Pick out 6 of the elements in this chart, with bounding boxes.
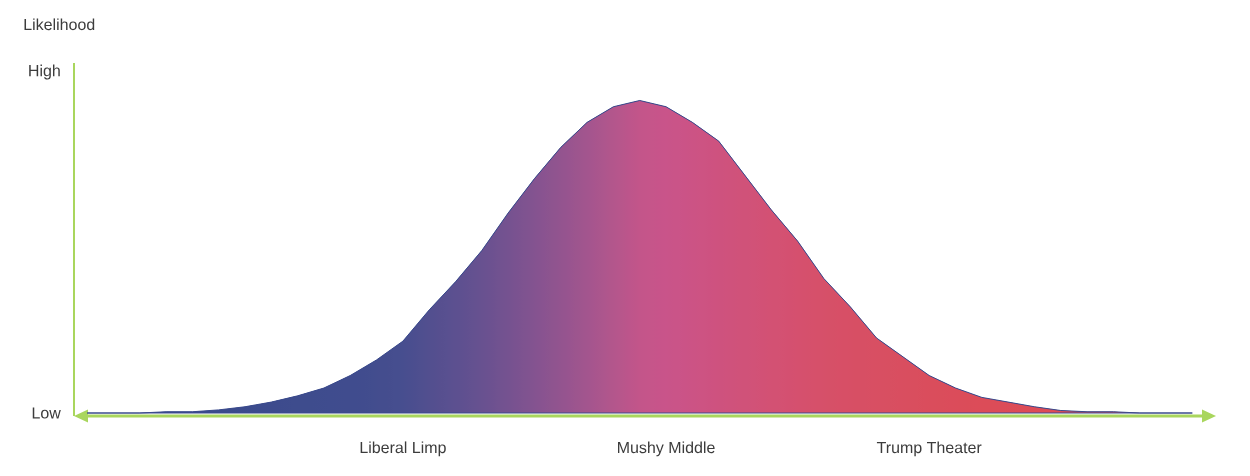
text: Low (32, 407, 61, 419)
x-tick-label: Trump Theater (876, 441, 982, 457)
y-axis-title: Likelihood (24, 18, 95, 31)
text: High (29, 64, 60, 80)
x-tick-label: Mushy Middle (618, 441, 715, 457)
x-tick-label: Liberal Limp (360, 441, 446, 457)
